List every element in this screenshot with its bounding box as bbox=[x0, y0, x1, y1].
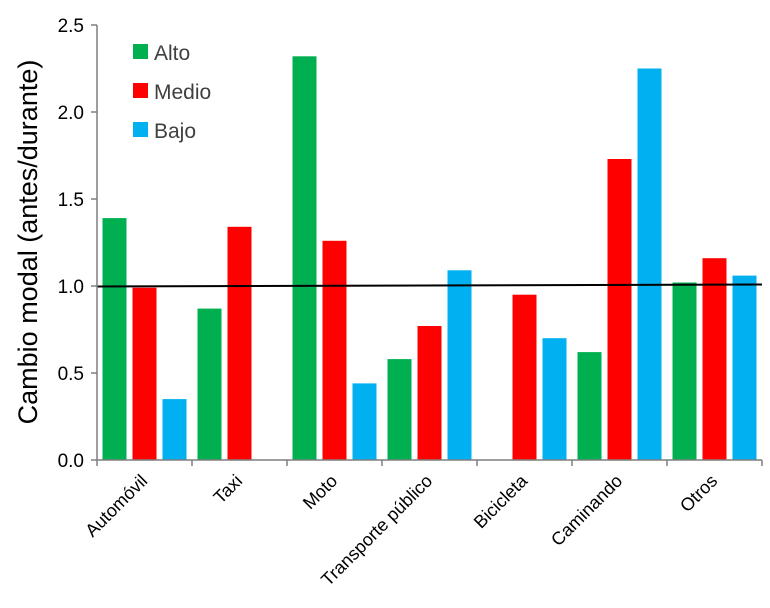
x-tick-label: Moto bbox=[299, 471, 341, 513]
x-tick-label: Taxi bbox=[210, 471, 247, 508]
x-tick-label: Automóvil bbox=[81, 471, 151, 541]
bar-alto-1 bbox=[197, 308, 222, 460]
bar-alto-3 bbox=[387, 359, 412, 460]
bar-bajo-5 bbox=[637, 68, 662, 460]
bar-bajo-0 bbox=[162, 399, 187, 460]
bar-medio-4 bbox=[512, 294, 537, 460]
bar-bajo-2 bbox=[352, 383, 377, 460]
bar-alto-6 bbox=[672, 282, 697, 460]
bar-medio-1 bbox=[227, 226, 252, 460]
y-tick-label: 0.5 bbox=[58, 364, 84, 385]
x-tick-label: Otros bbox=[676, 471, 721, 516]
bar-bajo-4 bbox=[542, 338, 567, 460]
y-tick-label: 1.0 bbox=[58, 277, 84, 298]
x-tick-label: Caminando bbox=[547, 471, 626, 550]
y-axis-title: Cambio modal (antes/durante) bbox=[13, 60, 43, 425]
y-tick-label: 1.5 bbox=[58, 190, 84, 211]
legend-label-bajo: Bajo bbox=[154, 120, 196, 143]
legend-swatch-bajo bbox=[133, 122, 148, 137]
bar-alto-5 bbox=[577, 352, 602, 460]
bar-bajo-3 bbox=[447, 270, 472, 460]
bar-medio-5 bbox=[607, 159, 632, 460]
reference-line bbox=[96, 283, 763, 288]
legend-label-alto: Alto bbox=[154, 42, 190, 65]
bar-medio-6 bbox=[702, 258, 727, 460]
bar-bajo-6 bbox=[732, 275, 757, 460]
legend-label-medio: Medio bbox=[154, 81, 211, 104]
legend-swatch-medio bbox=[133, 83, 148, 98]
bar-medio-3 bbox=[417, 326, 442, 460]
y-tick-label: 2.5 bbox=[58, 16, 84, 37]
bar-medio-2 bbox=[322, 240, 347, 460]
legend-swatch-alto bbox=[133, 44, 148, 59]
bar-alto-0 bbox=[102, 218, 127, 460]
x-tick-label: Bicicleta bbox=[470, 470, 532, 532]
bars bbox=[102, 56, 757, 461]
y-tick-label: 2.0 bbox=[58, 103, 84, 124]
bar-medio-0 bbox=[132, 287, 157, 460]
y-tick-label: 0.0 bbox=[58, 451, 84, 472]
legend: Alto Medio Bajo bbox=[133, 42, 211, 143]
bar-alto-2 bbox=[292, 56, 317, 461]
